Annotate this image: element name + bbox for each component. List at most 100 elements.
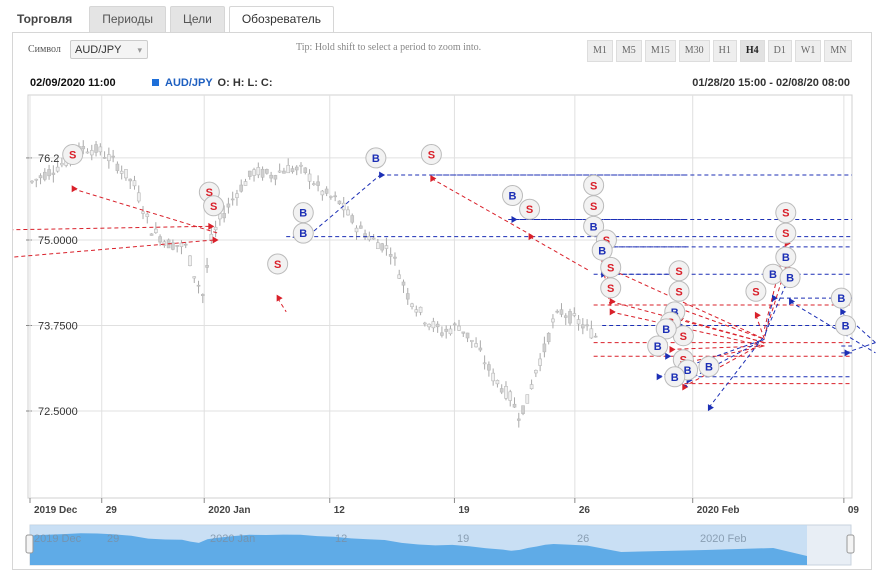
candle-body [504, 385, 508, 399]
signal-marker-buy[interactable] [365, 147, 387, 169]
signal-label: B [671, 372, 679, 384]
signal-label: S [590, 201, 597, 213]
candle-body [243, 181, 248, 186]
trade-line [678, 307, 765, 340]
tab-observer[interactable]: Обозреватель [228, 6, 334, 33]
candle-body [158, 236, 162, 243]
signal-marker-buy[interactable] [775, 246, 797, 268]
candle-body [43, 171, 47, 180]
period-button-m15[interactable]: M15 [644, 40, 676, 62]
signal-label: B [705, 362, 713, 374]
signal-marker-sell[interactable] [420, 144, 442, 165]
signal-label: S [752, 286, 759, 298]
signal-label: S [590, 180, 597, 192]
signal-marker-sell[interactable] [745, 280, 767, 302]
signal-marker-buy[interactable] [779, 267, 801, 289]
trade-line [12, 225, 210, 231]
candle-body [482, 362, 487, 365]
period-button-h4[interactable]: H4 [739, 40, 765, 62]
signal-label: B [372, 153, 380, 165]
signal-marker-buy[interactable] [830, 287, 852, 309]
signal-marker-sell[interactable] [775, 222, 797, 244]
trade-line [302, 174, 381, 241]
candle-body [529, 384, 534, 390]
signal-marker-buy[interactable] [835, 315, 857, 336]
signal-marker-sell[interactable] [775, 202, 797, 224]
zoom-tip: Tip: Hold shift to select a period to zo… [296, 42, 482, 53]
candle-body [111, 155, 115, 158]
candle-body [576, 319, 581, 325]
entry-arrow [71, 185, 78, 193]
signal-marker-sell[interactable] [600, 256, 622, 278]
entry-arrow [656, 373, 663, 381]
x-tick-label: 19 [458, 505, 470, 516]
signal-marker-buy[interactable] [698, 356, 720, 378]
signal-marker-sell[interactable] [583, 174, 605, 196]
signal-marker-sell[interactable] [668, 260, 690, 282]
signal-label: S [428, 150, 435, 162]
signal-marker-buy[interactable] [292, 202, 314, 224]
navigator-area [30, 533, 807, 565]
trade-line [687, 338, 765, 381]
signal-label: S [782, 208, 789, 220]
trade-line [845, 342, 876, 354]
candle-body [269, 174, 273, 179]
candle-body [521, 405, 525, 414]
candle-body [102, 157, 107, 159]
signal-marker-sell[interactable] [583, 195, 605, 217]
candle-body [593, 335, 598, 338]
x-tick-label: 2020 Jan [208, 505, 250, 516]
tab-trading[interactable]: Торговля [17, 12, 73, 26]
candle-body [154, 228, 158, 234]
signal-marker-sell[interactable] [668, 280, 690, 302]
candle-body [171, 242, 175, 250]
entry-arrow [840, 308, 847, 316]
signal-marker-sell[interactable] [267, 253, 289, 275]
candle-body [380, 243, 384, 251]
signal-marker-buy[interactable] [647, 335, 669, 357]
candle-body [252, 169, 256, 176]
navigator-handle-left[interactable] [25, 534, 34, 554]
signal-marker-buy[interactable] [583, 215, 605, 237]
trade-line [610, 301, 765, 344]
signal-marker-buy[interactable] [292, 222, 314, 244]
candle-body [414, 309, 419, 313]
trade-line [670, 345, 765, 350]
candle-body [589, 328, 594, 339]
signal-marker-sell[interactable] [600, 277, 622, 299]
candle-body [145, 213, 150, 217]
period-button-w1[interactable]: W1 [794, 40, 822, 62]
x-tick-label: 2019 Dec [34, 505, 78, 516]
signal-marker-buy[interactable] [591, 239, 613, 261]
entry-arrow [609, 298, 616, 306]
tab-periods[interactable]: Периоды [89, 6, 166, 32]
signal-marker-buy[interactable] [502, 185, 524, 207]
signal-label: S [675, 286, 682, 298]
symbol-select[interactable]: AUD/JPY ▾ [70, 40, 148, 59]
candle-body [38, 175, 43, 179]
signal-marker-sell[interactable] [62, 144, 84, 165]
tab-targets[interactable]: Цели [169, 6, 225, 32]
signal-marker-buy[interactable] [655, 318, 677, 340]
candle-body [294, 166, 299, 171]
candle-body [448, 328, 453, 335]
candle-body [487, 364, 491, 371]
candle-body [508, 391, 513, 401]
signal-marker-buy[interactable] [664, 366, 686, 388]
period-button-mn[interactable]: MN [824, 40, 853, 62]
period-button-m5[interactable]: M5 [615, 40, 642, 62]
period-button-d1[interactable]: D1 [767, 40, 792, 62]
period-button-m30[interactable]: M30 [678, 40, 710, 62]
navigator-handle-right[interactable] [846, 534, 855, 554]
signal-marker-sell[interactable] [203, 195, 225, 217]
candle-body [55, 166, 60, 172]
candle-body [307, 173, 312, 182]
period-button-h1[interactable]: H1 [712, 40, 737, 62]
plot-area [27, 94, 853, 499]
period-button-m1[interactable]: M1 [587, 40, 613, 62]
symbol-value: AUD/JPY [75, 44, 122, 56]
signal-marker-sell[interactable] [519, 198, 541, 220]
candle-body [358, 225, 363, 229]
trade-line [72, 188, 219, 234]
